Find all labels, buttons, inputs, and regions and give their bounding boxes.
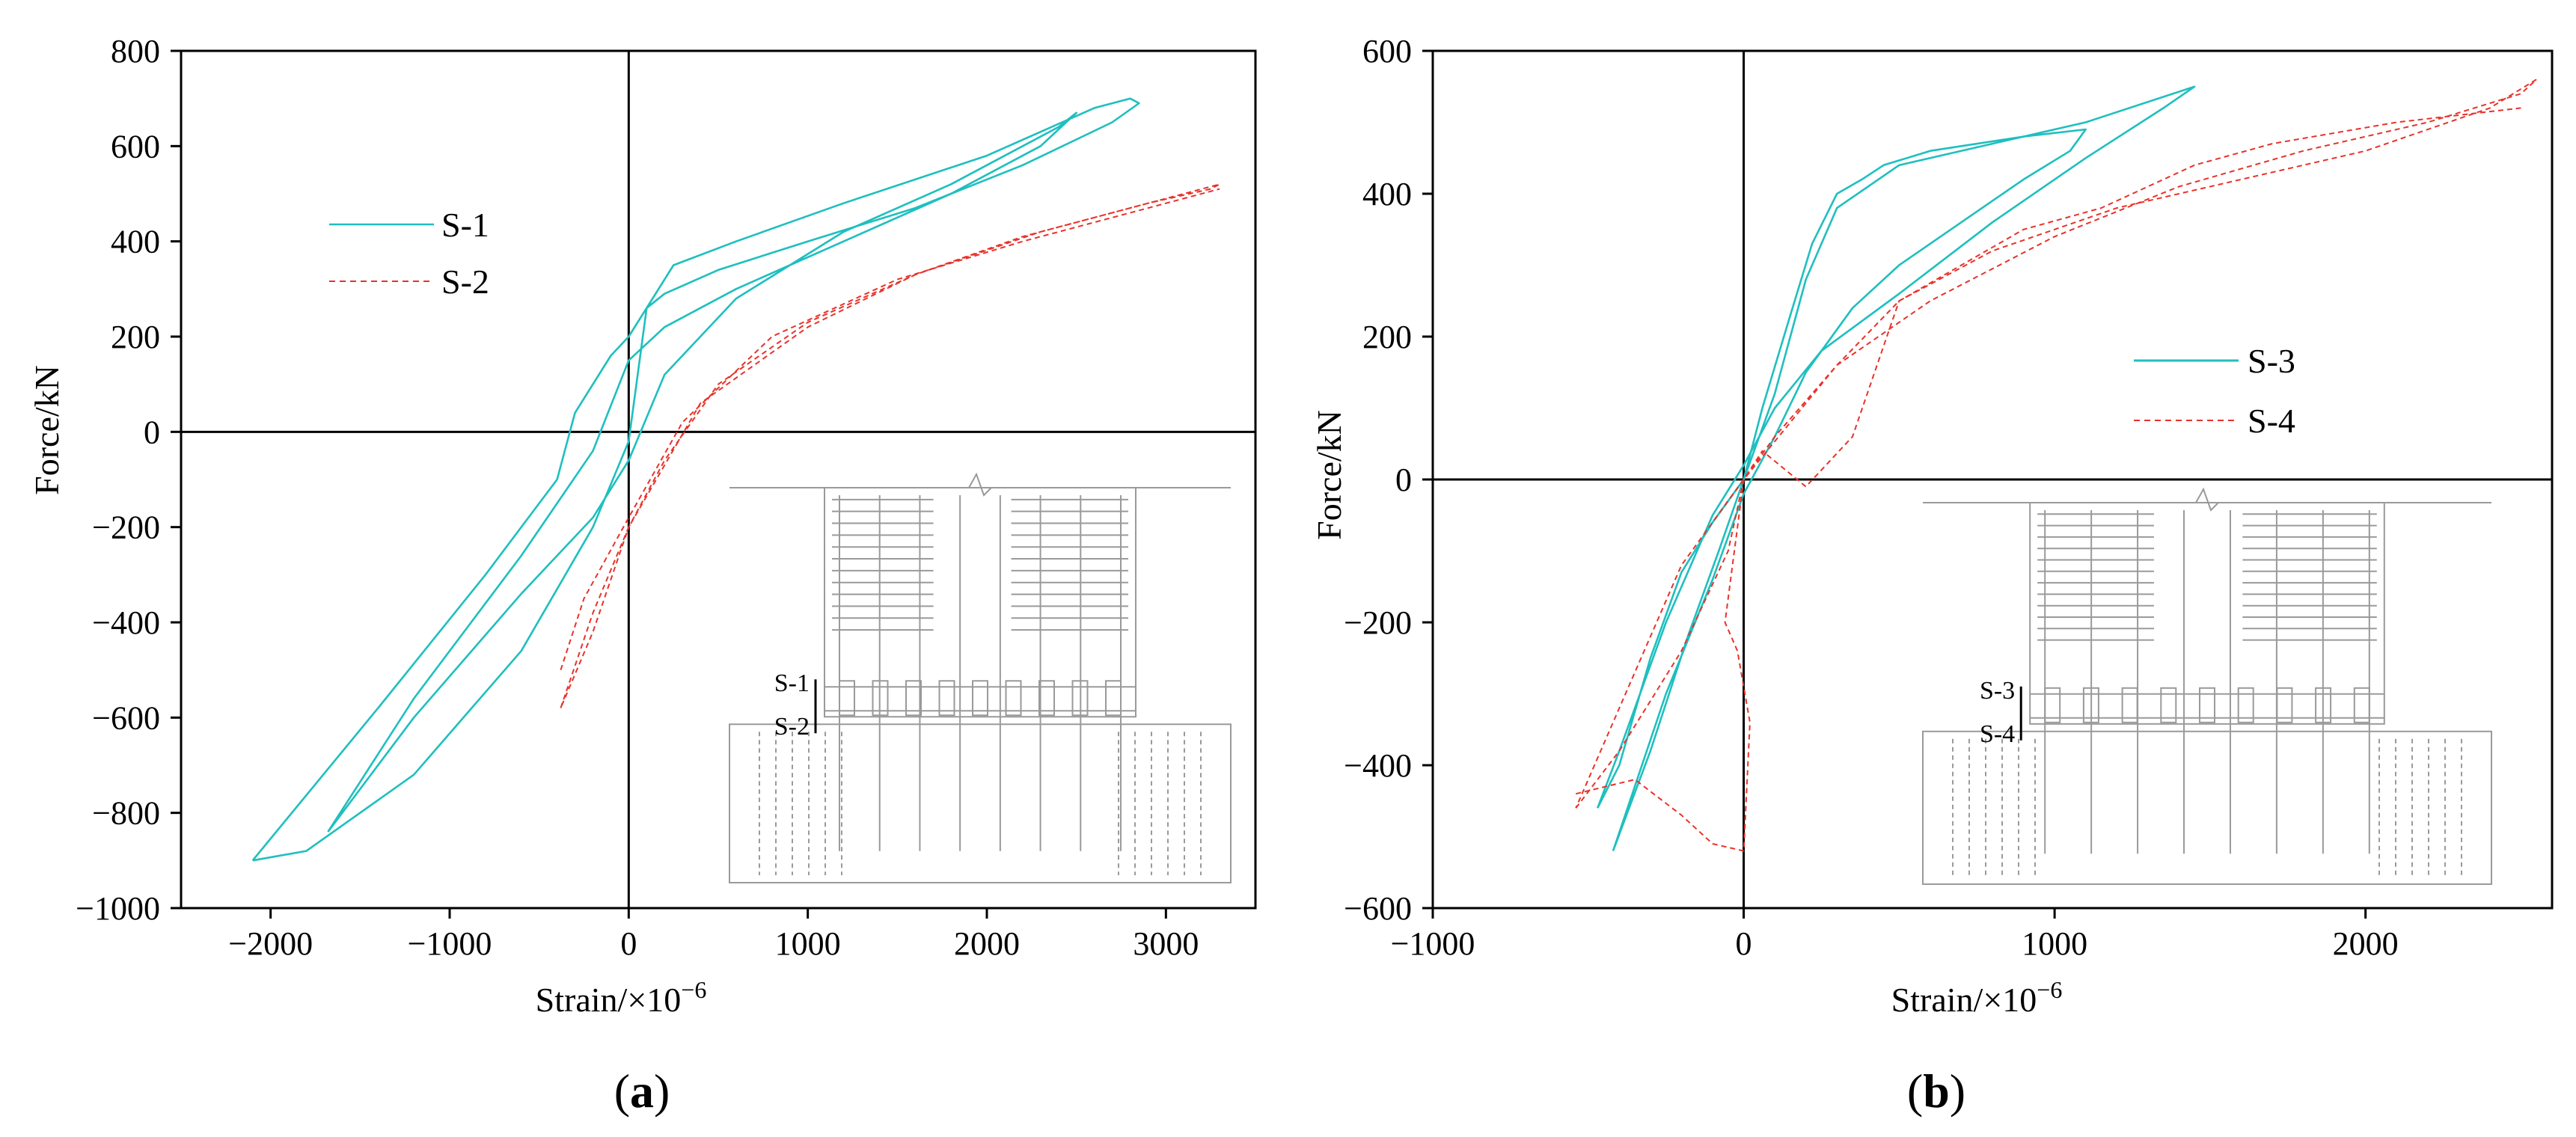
inset-foundation <box>729 723 1232 883</box>
y-ticks-a: −1000 −800 −600 −400 −200 0 200 400 600 800 <box>76 33 181 927</box>
inset-gauge <box>2082 687 2099 723</box>
inset-gauge <box>938 680 955 717</box>
inset-gauge <box>2121 687 2138 723</box>
x-tick-label: 2000 <box>2333 925 2399 962</box>
legend-label-s4: S-4 <box>2248 402 2295 440</box>
y-axis-label-b: Force/kN <box>1310 410 1348 540</box>
x-tick-label: 1000 <box>775 925 841 962</box>
inset-drawing-b: S-3 S-4 <box>1922 487 2492 885</box>
legend-label-s1: S-1 <box>441 206 489 244</box>
x-tick-label: 1000 <box>2022 925 2087 962</box>
y-tick-label: −400 <box>92 604 160 641</box>
x-tick-label: 0 <box>1736 925 1752 962</box>
y-tick-label: 0 <box>1395 462 1412 498</box>
y-tick-label: 600 <box>111 128 160 165</box>
y-tick-label: 800 <box>111 33 160 70</box>
inset-gauge <box>1005 680 1022 717</box>
y-ticks-b: −600 −400 −200 0 200 400 600 <box>1344 33 1433 927</box>
inset-break-symbol <box>968 472 992 497</box>
inset-drawing-a: S-1 S-2 <box>729 472 1232 883</box>
inset-label-2: S-4 <box>1980 720 2015 748</box>
x-tick-label: −1000 <box>408 925 492 962</box>
legend-a: S-1 S-2 <box>329 206 489 301</box>
inset-gauge <box>1105 680 1122 717</box>
panel-a: S-1S-2 −2000 −1000 0 1000 2000 3000 −1000−800… <box>28 33 1257 1118</box>
inset-gauge <box>1038 680 1055 717</box>
legend-label-s3: S-3 <box>2248 342 2295 380</box>
series-line-s-3 <box>1596 85 2196 809</box>
panel-label-a: (a) <box>614 1064 670 1118</box>
y-tick-label: 600 <box>1362 33 1412 70</box>
y-tick-label: 400 <box>111 224 160 260</box>
inset-gauge <box>2315 687 2332 723</box>
y-tick-label: 200 <box>111 319 160 355</box>
inset-label-1: S-1 <box>774 669 810 697</box>
series-group-a <box>251 97 1221 862</box>
y-tick-label: −200 <box>92 509 160 546</box>
x-axis-label-a: Strain/×10−6 <box>536 976 707 1019</box>
y-tick-label: 200 <box>1362 319 1412 355</box>
series-line-s-2 <box>560 188 1220 671</box>
inset-label-1: S-3 <box>1980 677 2015 705</box>
series-group-b <box>1575 79 2538 852</box>
inset-gauge <box>839 680 855 717</box>
y-axis-label-a: Force/kN <box>28 365 66 495</box>
inset-gauge <box>2044 687 2061 723</box>
legend-b: S-3 S-4 <box>2134 342 2295 440</box>
inset-gauge <box>2237 687 2254 723</box>
x-ticks-a: −2000 −1000 0 1000 2000 3000 <box>228 908 1199 962</box>
inset-wall <box>824 487 1136 718</box>
zero-axes-b <box>1433 51 2552 908</box>
x-tick-label: −2000 <box>228 925 313 962</box>
panel-label-b: (b) <box>1907 1064 1965 1118</box>
series-line-s-4 <box>1575 79 2538 809</box>
inset-foundation <box>1922 730 2492 885</box>
x-tick-label: 2000 <box>954 925 1020 962</box>
inset-gauge <box>2199 687 2215 723</box>
plot-frame-a <box>180 49 1257 910</box>
inset-label-2: S-2 <box>774 713 810 741</box>
inset-gauge <box>2353 687 2370 723</box>
series-line-s-4 <box>1575 107 2521 852</box>
y-tick-label: −800 <box>92 795 160 832</box>
inset-gauge <box>2160 687 2177 723</box>
inset-gauge <box>905 680 922 717</box>
inset-gauge <box>872 680 889 717</box>
x-tick-label: 3000 <box>1133 925 1199 962</box>
inset-gauge <box>1071 680 1089 717</box>
y-tick-label: −600 <box>92 699 160 736</box>
y-tick-label: −200 <box>1344 604 1412 641</box>
y-tick-label: −600 <box>1344 890 1412 927</box>
x-tick-label: −1000 <box>1391 925 1475 962</box>
x-tick-label: 0 <box>620 925 637 962</box>
x-ticks-b: −1000 0 1000 2000 <box>1391 908 2399 962</box>
inset-break-symbol <box>2195 487 2219 512</box>
y-tick-label: −400 <box>1344 747 1412 784</box>
inset-gauge <box>2276 687 2293 723</box>
inset-gauge <box>972 680 988 717</box>
panel-b: S-3 S-4 −1000 0 1000 2000 −600 −400 −200 0 200 40… <box>1310 33 2554 1118</box>
y-tick-label: 0 <box>144 414 160 450</box>
series-line-s-1 <box>251 97 1140 862</box>
y-tick-label: −1000 <box>76 890 160 927</box>
legend-label-s2: S-2 <box>441 263 489 301</box>
x-axis-label-b: Strain/×10−6 <box>1891 976 2063 1019</box>
y-tick-label: 400 <box>1362 176 1412 212</box>
inset-wall <box>2029 502 2385 725</box>
series-line-s-2 <box>560 183 1221 708</box>
zero-axes-a <box>181 51 1255 908</box>
